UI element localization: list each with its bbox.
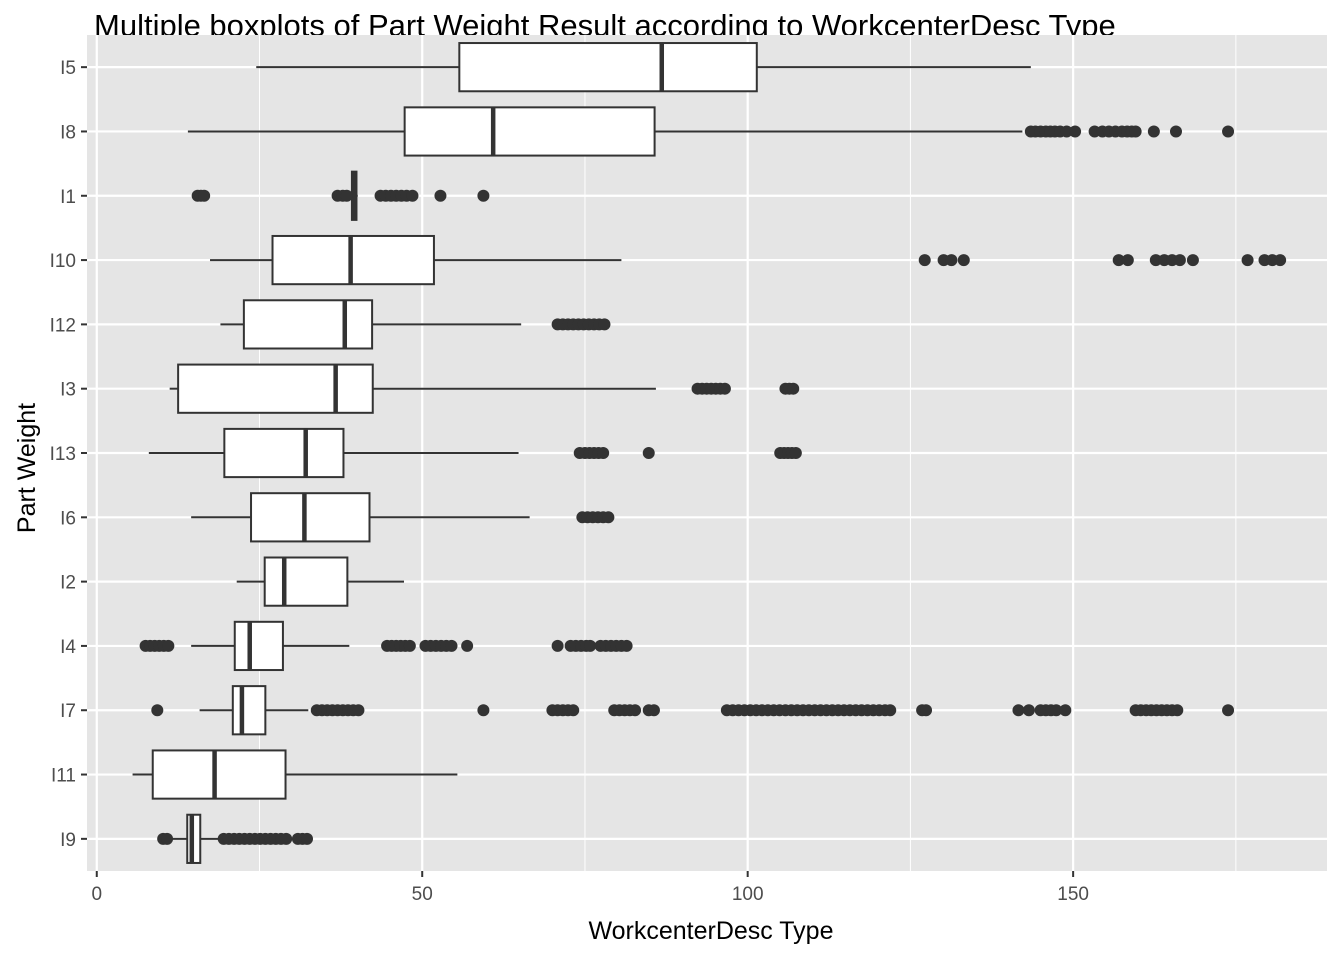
outlier-point — [280, 832, 293, 845]
box-I5 — [256, 42, 1031, 93]
outlier-point — [598, 318, 611, 331]
outlier-point — [1241, 254, 1254, 267]
outlier-point — [884, 704, 897, 717]
y-tick-label: I9 — [60, 830, 76, 851]
outlier-point — [1222, 704, 1235, 717]
box-I12 — [220, 299, 611, 350]
y-tick-label: I1 — [60, 187, 76, 208]
boxplot-series — [132, 42, 1287, 864]
box-I7 — [151, 685, 1235, 736]
outlier-point — [477, 189, 490, 202]
outlier-point — [1129, 125, 1142, 138]
y-axis-title: Part Weight — [13, 403, 41, 533]
y-tick-label: I2 — [60, 573, 76, 594]
outlier-point — [352, 704, 365, 717]
box-I8 — [187, 106, 1235, 157]
outlier-point — [161, 832, 174, 845]
outlier-point — [789, 447, 802, 459]
outlier-point — [642, 447, 655, 459]
box-I13 — [148, 427, 802, 479]
outlier-point — [1186, 254, 1199, 267]
outlier-point — [1171, 704, 1184, 717]
y-tick-label: I11 — [51, 766, 76, 787]
iqr-box — [263, 556, 349, 607]
outlier-point — [477, 704, 490, 717]
iqr-box — [242, 299, 374, 350]
outlier-point — [445, 639, 458, 652]
outlier-point — [1060, 125, 1073, 138]
y-tick-label: I10 — [50, 251, 76, 272]
outlier-point — [1173, 254, 1186, 267]
outlier-point — [301, 832, 314, 845]
outlier-point — [1121, 254, 1134, 267]
box-I3 — [169, 363, 800, 414]
iqr-box — [151, 749, 287, 800]
iqr-box — [250, 492, 371, 543]
outlier-point — [718, 382, 731, 395]
iqr-box — [223, 427, 345, 479]
y-tick-label: I5 — [60, 58, 76, 79]
x-tick-label: 100 — [732, 884, 764, 905]
outlier-point — [162, 639, 175, 652]
outlier-point — [920, 704, 933, 717]
outlier-point — [198, 189, 211, 202]
y-tick-label: I8 — [60, 122, 76, 143]
outlier-point — [1112, 254, 1125, 267]
outlier-point — [584, 639, 597, 652]
x-tick-label: 150 — [1057, 884, 1089, 905]
outlier-point — [1069, 125, 1082, 138]
iqr-box — [271, 234, 435, 286]
box-I10 — [210, 234, 1287, 286]
iqr-box — [231, 685, 267, 736]
outlier-point — [1147, 125, 1160, 138]
outlier-point — [1222, 125, 1235, 138]
iqr-box — [458, 42, 758, 93]
outlier-point — [620, 639, 633, 652]
outlier-point — [945, 254, 958, 267]
outlier-point — [406, 189, 419, 202]
box-I9 — [157, 813, 314, 864]
outlier-point — [1050, 704, 1063, 717]
y-tick-label: I12 — [50, 315, 76, 336]
x-axis: 0 50 100 150 — [91, 871, 1089, 905]
outlier-point — [403, 639, 416, 652]
outlier-point — [567, 704, 580, 717]
box-I6 — [191, 492, 615, 543]
iqr-box — [177, 363, 374, 414]
y-tick-label: I6 — [60, 508, 76, 529]
outlier-point — [647, 704, 660, 717]
box-I11 — [132, 749, 458, 800]
box-I2 — [236, 556, 404, 607]
x-tick-label: 0 — [91, 884, 102, 905]
iqr-box — [233, 620, 284, 672]
x-tick-label: 50 — [412, 884, 433, 905]
y-tick-label: I3 — [60, 380, 76, 401]
outlier-point — [461, 639, 474, 652]
outlier-point — [1012, 704, 1025, 717]
outlier-point — [957, 254, 970, 267]
outlier-point — [551, 639, 564, 652]
outlier-point — [1022, 704, 1035, 717]
outlier-point — [1059, 704, 1072, 717]
y-tick-label: I4 — [60, 637, 76, 658]
y-tick-label: I13 — [50, 444, 76, 465]
outlier-point — [1149, 254, 1162, 267]
box-I1 — [191, 170, 490, 221]
iqr-box — [403, 106, 656, 157]
outlier-point — [918, 254, 931, 267]
outlier-point — [151, 704, 164, 717]
box-I4 — [139, 620, 633, 672]
outlier-point — [602, 511, 615, 524]
y-tick-label: I7 — [60, 701, 76, 722]
outlier-point — [1274, 254, 1287, 267]
y-axis: I5 I8 I1 I10 I12 I3 I13 I6 I2 I4 I7 I11 I9 — [50, 58, 87, 851]
outlier-point — [434, 189, 447, 202]
x-axis-title: WorkcenterDesc Type — [588, 917, 833, 945]
outlier-point — [1169, 125, 1182, 138]
outlier-point — [597, 447, 610, 459]
outlier-point — [340, 189, 353, 202]
outlier-point — [787, 382, 800, 395]
outlier-point — [629, 704, 642, 717]
